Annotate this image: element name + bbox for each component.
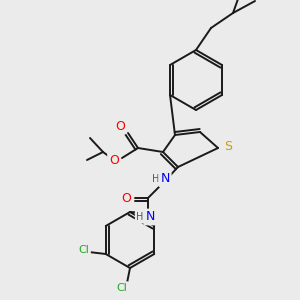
Text: Cl: Cl bbox=[78, 245, 89, 255]
Text: O: O bbox=[121, 191, 131, 205]
Text: Cl: Cl bbox=[117, 283, 128, 293]
Text: N: N bbox=[145, 211, 155, 224]
Text: H: H bbox=[152, 174, 160, 184]
Text: H: H bbox=[136, 212, 144, 222]
Text: O: O bbox=[109, 154, 119, 166]
Text: O: O bbox=[115, 119, 125, 133]
Text: S: S bbox=[224, 140, 232, 154]
Text: N: N bbox=[160, 172, 170, 185]
